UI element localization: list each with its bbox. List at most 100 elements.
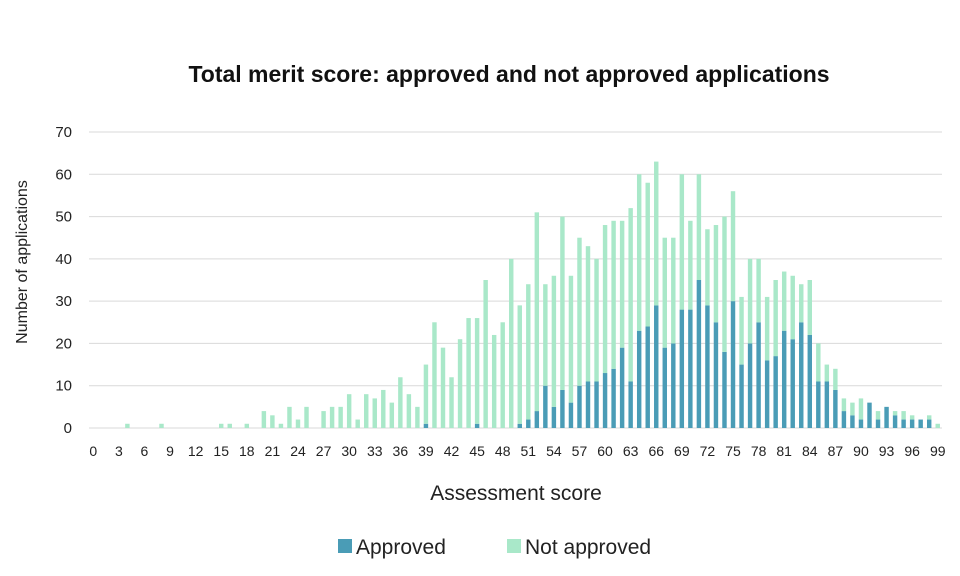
bar-approved [747, 343, 753, 428]
bar-not-approved [534, 212, 540, 412]
x-tick-label: 21 [265, 443, 281, 459]
bar-not-approved [756, 258, 761, 323]
bar-approved [841, 411, 847, 428]
y-tick-label: 70 [55, 124, 72, 141]
legend-swatch-approved [338, 539, 352, 553]
bar-not-approved [654, 161, 659, 306]
x-tick-label: 48 [495, 443, 511, 459]
bar-not-approved [773, 280, 778, 357]
x-tick-label: 9 [166, 443, 174, 459]
bar-approved [824, 381, 830, 428]
bar-approved [645, 326, 650, 428]
bar-not-approved [551, 275, 557, 407]
bar-not-approved [935, 423, 940, 428]
bar-not-approved [611, 220, 616, 369]
bar-not-approved [517, 305, 522, 424]
bar-not-approved [577, 237, 582, 386]
bar-not-approved [449, 377, 454, 428]
bar-not-approved [364, 394, 369, 428]
x-tick-label: 93 [879, 443, 895, 459]
x-tick-label: 75 [725, 443, 741, 459]
bar-not-approved [807, 280, 813, 335]
x-tick-label: 45 [469, 443, 485, 459]
bar-not-approved [338, 406, 343, 428]
bar-approved [568, 402, 574, 428]
bar-approved [790, 339, 795, 428]
bar-approved [833, 389, 838, 428]
bar-not-approved [244, 423, 250, 428]
bar-approved [534, 411, 540, 428]
bar-approved [696, 280, 702, 428]
series-not-approved-bars [125, 161, 940, 428]
bar-approved [654, 305, 659, 428]
bar-not-approved [457, 339, 463, 428]
x-tick-label: 12 [188, 443, 204, 459]
legend-label-not-approved: Not approved [525, 536, 651, 559]
bar-approved [594, 381, 599, 428]
x-axis-ticks: 0 3 6 9 12 15 18 21 24 27 30 33 36 39 42 45 48 51 54 57 60 63… [89, 443, 945, 459]
x-tick-label: 57 [572, 443, 588, 459]
bar-not-approved [381, 389, 386, 428]
bar-not-approved [440, 347, 446, 428]
bar-not-approved [875, 411, 881, 420]
bar-not-approved [909, 415, 915, 420]
bar-approved [918, 419, 923, 428]
bar-not-approved [799, 284, 804, 323]
bar-approved [679, 309, 685, 428]
bar-not-approved [227, 423, 232, 428]
bar-not-approved [398, 377, 403, 428]
bar-not-approved [406, 394, 412, 428]
bar-not-approved [892, 411, 898, 416]
bar-not-approved [278, 423, 284, 428]
bar-not-approved [270, 415, 275, 428]
x-tick-label: 39 [418, 443, 434, 459]
x-tick-label: 3 [115, 443, 123, 459]
legend-label-approved: Approved [356, 536, 446, 559]
x-tick-label: 66 [648, 443, 664, 459]
bar-not-approved [432, 322, 437, 428]
bar-not-approved [321, 411, 326, 428]
x-tick-label: 72 [700, 443, 716, 459]
bar-not-approved [781, 271, 787, 331]
bar-approved [713, 322, 719, 428]
bar-approved [526, 419, 531, 428]
bar-not-approved [295, 419, 301, 428]
x-tick-label: 84 [802, 443, 818, 459]
bar-not-approved [560, 216, 565, 390]
series-approved-bars [423, 280, 932, 428]
x-tick-label: 42 [444, 443, 460, 459]
bar-not-approved [705, 229, 710, 306]
y-tick-label: 0 [64, 420, 72, 437]
bar-not-approved [304, 406, 309, 428]
x-tick-label: 99 [930, 443, 946, 459]
bar-not-approved [483, 280, 488, 428]
bar-approved [773, 356, 778, 428]
bar-approved [799, 322, 804, 428]
bar-not-approved [474, 318, 480, 424]
bar-not-approved [645, 182, 650, 327]
bar-approved [517, 423, 522, 428]
bar-not-approved [688, 220, 693, 310]
x-tick-label: 87 [828, 443, 844, 459]
bar-approved [756, 322, 761, 428]
bar-approved [423, 423, 429, 428]
y-tick-label: 30 [55, 293, 72, 310]
x-tick-label: 6 [141, 443, 149, 459]
bar-not-approved [730, 191, 736, 302]
bar-approved [636, 330, 642, 428]
bar-not-approved [841, 398, 847, 412]
bar-approved [909, 419, 915, 428]
bar-not-approved [415, 406, 420, 428]
bar-not-approved [926, 415, 932, 420]
x-tick-label: 54 [546, 443, 562, 459]
bar-approved [781, 330, 787, 428]
bar-not-approved [423, 364, 429, 424]
bar-not-approved [816, 343, 821, 382]
x-tick-label: 69 [674, 443, 690, 459]
bar-approved [551, 406, 557, 428]
bar-approved [602, 373, 608, 428]
bar-not-approved [764, 296, 770, 361]
bar-approved [867, 402, 872, 428]
bar-approved [619, 347, 625, 428]
x-tick-label: 27 [316, 443, 332, 459]
